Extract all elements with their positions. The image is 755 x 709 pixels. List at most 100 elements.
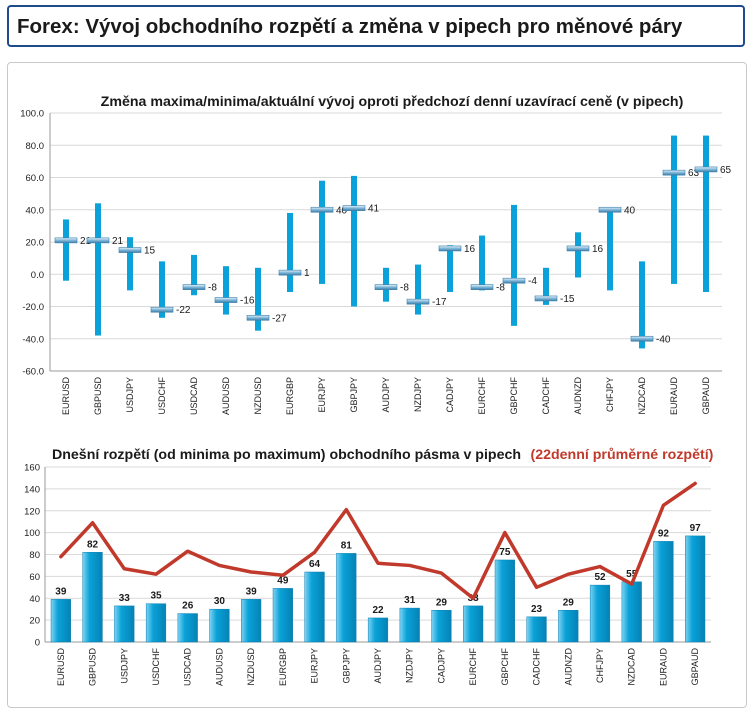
current-marker [342,205,366,211]
current-marker [566,245,590,252]
bar-value-label: 81 [341,540,353,551]
range-bar [82,552,103,643]
chart2-xtick-label: EURUSD [56,648,66,687]
chart2-xtick-label: CHFJPY [595,648,605,683]
bar-value-label: 33 [119,593,131,604]
chart1-ytick-label: 0.0 [31,270,44,281]
chart2-xtick-label: AUDUSD [214,648,224,687]
chart2-ytick-label: 0 [35,638,40,649]
chart2-ytick-label: 40 [29,594,40,605]
bar-value-label: 26 [182,601,194,612]
range-bar [607,208,613,291]
chart2-ytick-label: 60 [29,572,40,583]
chart2-ytick-label: 160 [24,463,40,474]
chart2-ytick-label: 140 [24,484,40,495]
chart1-xtick-label: NZDCAD [637,377,647,415]
current-label: 41 [368,204,380,215]
range-bar [463,605,484,643]
chart2-xtick-label: AUDNZD [563,648,573,686]
chart2-ytick-label: 120 [24,506,40,517]
bar-value-label: 92 [658,528,670,539]
chart2-xtick-label: NZDCAD [627,648,637,686]
current-marker [278,269,302,276]
average-range-line [59,481,697,600]
bar-value-label: 31 [404,595,416,606]
current-marker [118,247,142,253]
chart2-xtick-label: EURCHF [468,647,478,685]
current-label: 40 [336,205,348,216]
chart1-ytick-label: -20.0 [22,302,44,313]
bar-value-label: 30 [214,596,226,607]
current-label: 16 [464,244,476,255]
chart2-title-group: Dnešní rozpětí (od minima po maximum) ob… [52,446,714,463]
chart2-xtick-label: NZDJPY [405,648,415,683]
current-label: -8 [208,283,217,294]
current-marker [662,169,686,176]
range-bar [685,535,706,643]
chart2-ytick-label: 80 [29,550,40,561]
range-bar [526,616,547,643]
chart2-xtick-label: GBPAUD [690,648,700,686]
current-marker [310,206,334,213]
chart1-xtick-label: NZDUSD [253,377,263,415]
range-bar [319,180,325,284]
current-label: 40 [624,205,636,216]
chart1-xtick-label: CADCHF [541,376,551,414]
chart1-xtick-label: CADJPY [445,377,455,413]
range-bar [255,267,261,331]
chart1-ytick-label: 40.0 [26,205,45,216]
chart1-xtick-label: GBPCHF [509,377,519,415]
current-marker [86,237,110,244]
bar-value-label: 82 [87,539,99,550]
chart2-xtick-label: GBPCHF [500,648,510,686]
bar-value-label: 52 [594,572,606,583]
chart2-xtick-label: CADJPY [436,648,446,684]
chart1-xtick-label: AUDNZD [573,377,583,415]
current-marker [630,335,654,342]
range-bar [447,245,453,292]
current-label: -22 [176,305,191,316]
chart1-xtick-label: USDCHF [157,376,167,414]
range-bar [241,599,262,643]
current-marker [534,295,558,302]
chart1-ytick-label: -60.0 [22,367,44,378]
chart2-xtick-label: AUDJPY [373,648,383,684]
current-marker [246,314,270,321]
range-bar [145,603,167,643]
range-bar [367,617,389,643]
current-marker [182,284,206,290]
chart2-title: Dnešní rozpětí (od minima po maximum) ob… [52,447,521,463]
page-title: Forex: Vývoj obchodního rozpětí a změna … [17,15,683,38]
chart2-ytick-label: 100 [24,528,40,539]
current-label: -40 [656,334,671,345]
current-label: 16 [592,244,604,255]
chart2-xtick-label: EURJPY [310,648,320,684]
bar-value-label: 29 [436,597,448,608]
range-bar [621,581,642,643]
range-bar [671,135,677,284]
current-marker [470,284,494,290]
current-label: -27 [272,313,287,324]
range-bar [589,584,611,643]
chart2-xtick-label: EURGBP [278,648,288,686]
page-header: Forex: Vývoj obchodního rozpětí a změna … [7,5,745,47]
range-bar [95,203,101,336]
range-bar [494,559,515,643]
chart1-xtick-label: USDJPY [125,377,135,413]
bar-value-label: 97 [690,523,702,534]
range-bar [639,261,645,349]
bar-value-label: 22 [372,605,384,616]
range-bar [63,219,69,281]
bar-value-label: 39 [55,586,67,597]
current-label: -8 [400,283,409,294]
range-bar [511,204,517,326]
current-label: -17 [432,297,447,308]
range-bar [114,605,135,643]
chart2-xtick-label: EURAUD [658,648,668,687]
chart1-xtick-label: GBPUSD [93,377,103,416]
chart1-xtick-label: AUDJPY [381,377,391,413]
bar-value-label: 55 [626,569,638,580]
range-bar [304,571,325,643]
chart1-ytick-label: 60.0 [26,173,45,184]
range-bar [479,235,485,291]
